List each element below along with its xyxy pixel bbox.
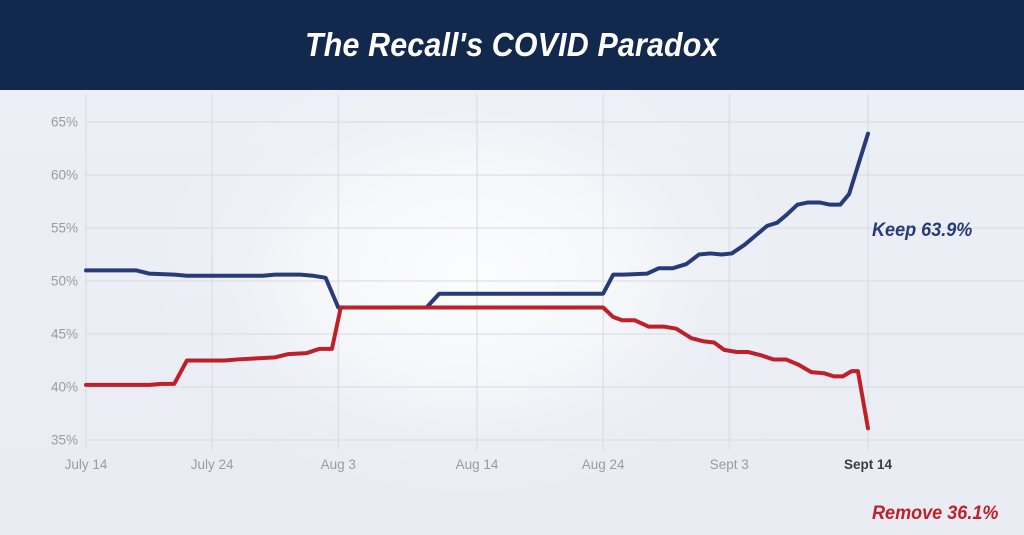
- y-axis-tick-label: 60%: [50, 167, 78, 183]
- series-label-keep: Keep 63.9%: [872, 220, 973, 241]
- y-axis-tick-label: 55%: [50, 220, 78, 236]
- chart-plot-area: 65% 60% 55% 50% 45% 40% 35% July 14 July 24 Aug …: [0, 90, 1024, 535]
- x-axis-tick-label: Aug 3: [320, 457, 356, 472]
- x-axis-tick-label: Aug 14: [455, 457, 499, 472]
- line-chart-svg: [84, 94, 1024, 450]
- horizontal-gridlines: [86, 121, 1024, 441]
- y-axis-tick-label: 35%: [50, 432, 78, 448]
- x-axis-tick-label: Sept 3: [709, 457, 749, 472]
- y-axis-tick-label: 40%: [50, 379, 78, 395]
- x-axis-tick-label: Aug 24: [581, 457, 625, 472]
- series-line-remove: [84, 305, 870, 431]
- series-lines-group: [84, 131, 870, 431]
- x-axis-tick-label: July 24: [190, 457, 234, 472]
- y-axis-tick-label: 50%: [50, 273, 78, 289]
- y-axis-tick-label: 45%: [50, 326, 78, 342]
- series-line-keep: [84, 131, 870, 310]
- page-title: The Recall's COVID Paradox: [305, 26, 719, 63]
- vertical-gridlines: [85, 94, 869, 450]
- x-axis-tick-label: Sept 14: [843, 457, 893, 472]
- y-axis-tick-label: 65%: [50, 114, 78, 130]
- series-label-remove: Remove 36.1%: [872, 503, 999, 524]
- x-axis-tick-label: July 14: [64, 457, 108, 472]
- chart-header-bar: The Recall's COVID Paradox: [0, 0, 1024, 90]
- y-axis-labels: 65% 60% 55% 50% 45% 40% 35%: [0, 90, 78, 535]
